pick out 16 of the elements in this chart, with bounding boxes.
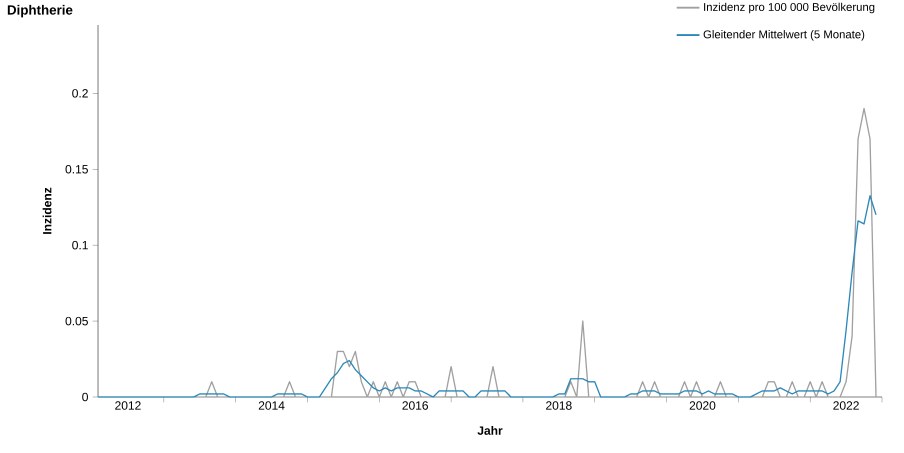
x-tick-label: 2012 bbox=[115, 401, 141, 410]
y-tick-label: 0 bbox=[82, 392, 88, 402]
y-tick-label: 0.1 bbox=[72, 240, 88, 250]
chart-title: Diphtherie bbox=[8, 4, 72, 18]
x-tick-label: 2014 bbox=[258, 401, 285, 410]
y-tick-label: 0.2 bbox=[72, 89, 88, 98]
y-tick-label: 0.15 bbox=[66, 164, 88, 174]
legend-label: Inzidenz pro 100 000 Bevölkerung bbox=[704, 2, 874, 14]
legend-label: Gleitender Mittelwert (5 Monate) bbox=[704, 30, 864, 41]
x-axis-title: Jahr bbox=[478, 426, 502, 435]
x-tick-label: 2016 bbox=[402, 401, 428, 410]
x-tick-label: 2018 bbox=[546, 401, 572, 410]
y-tick-label: 0.05 bbox=[66, 316, 88, 326]
x-tick-label: 2022 bbox=[833, 401, 859, 410]
y-axis-title: Inzidenz bbox=[42, 188, 52, 234]
x-tick-label: 2020 bbox=[690, 401, 716, 410]
